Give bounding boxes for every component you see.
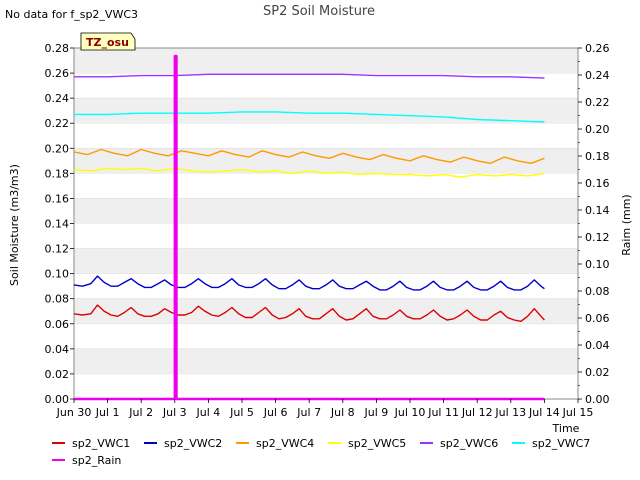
grid-band <box>74 98 578 124</box>
x-tick-label: Jul 8 <box>330 406 355 419</box>
y2-tick-label: 0.02 <box>585 366 610 379</box>
series-line-sp2_VWC7 <box>74 111 545 123</box>
no-data-note: No data for f_sp2_VWC3 <box>5 8 138 21</box>
x-tick-label: Jul 10 <box>394 406 426 419</box>
y-tick-label: 0.22 <box>45 117 70 130</box>
y2-tick-label: 0.00 <box>585 393 610 406</box>
x-tick-label: Jul 1 <box>95 406 120 419</box>
legend: sp2_VWC1 sp2_VWC2 sp2_VWC4 sp2_VWC5 sp2_VWC6… <box>52 437 590 467</box>
y-axis-left: 0.00 0.02 0.04 0.06 0.08 0.10 0.12 0.14 0.16 0.18… <box>45 42 74 406</box>
legend-label-sp2_VWC5: sp2_VWC5 <box>348 437 406 450</box>
y-tick-label: 0.24 <box>45 92 70 105</box>
y2-tick-label: 0.16 <box>585 177 610 190</box>
series-line-sp2_Rain <box>74 54 545 401</box>
y2-tick-label: 0.14 <box>585 204 610 217</box>
x-tick-label: Jul 5 <box>229 406 254 419</box>
y2-tick-label: 0.04 <box>585 339 610 352</box>
y-tick-label: 0.08 <box>45 293 70 306</box>
series-line-sp2_VWC1 <box>73 304 545 322</box>
chart-title: SP2 Soil Moisture <box>263 4 375 19</box>
y-tick-label: 0.12 <box>45 243 70 256</box>
y2-axis-title: Raim (mm) <box>620 194 633 255</box>
x-axis-title: Time <box>552 422 580 435</box>
grid-band <box>74 248 578 274</box>
y-tick-label: 0.10 <box>45 268 70 281</box>
x-tick-label: Jul 6 <box>263 406 288 419</box>
x-tick-label: Jul 15 <box>562 406 594 419</box>
x-tick-label: Jun 30 <box>56 406 92 419</box>
x-tick-label: Jul 11 <box>427 406 459 419</box>
x-tick-label: Jul 9 <box>364 406 389 419</box>
x-tick-label: Jul 7 <box>296 406 321 419</box>
x-tick-label: Jul 3 <box>162 406 187 419</box>
y-tick-label: 0.20 <box>45 142 70 155</box>
grid-band <box>74 298 578 324</box>
y2-tick-label: 0.08 <box>585 285 610 298</box>
legend-label-sp2_VWC1: sp2_VWC1 <box>72 437 130 450</box>
x-tick-label: Jul 4 <box>196 406 221 419</box>
legend-label-sp2_VWC2: sp2_VWC2 <box>164 437 222 450</box>
grid-band <box>74 198 578 224</box>
y-tick-label: 0.04 <box>45 343 70 356</box>
plot-background-bands <box>74 47 578 399</box>
grid-band <box>74 48 578 74</box>
y-tick-label: 0.02 <box>45 368 70 381</box>
y2-tick-label: 0.20 <box>585 123 610 136</box>
y-tick-label: 0.06 <box>45 318 70 331</box>
site-tag-text: TZ_osu <box>86 36 129 49</box>
y2-tick-label: 0.06 <box>585 312 610 325</box>
y-tick-label: 0.14 <box>45 218 70 231</box>
legend-label-sp2_VWC4: sp2_VWC4 <box>256 437 314 450</box>
grid-band <box>74 148 578 174</box>
series-layer <box>73 54 545 401</box>
y-tick-label: 0.18 <box>45 167 70 180</box>
x-axis: Jun 30 Jul 1 Jul 2 Jul 3 Jul 4 Jul 5 Jul 6 Jul … <box>56 399 594 419</box>
y2-tick-label: 0.12 <box>585 231 610 244</box>
legend-label-sp2_Rain: sp2_Rain <box>72 454 121 467</box>
series-line-sp2_VWC6 <box>74 73 545 79</box>
site-tag: TZ_osu <box>80 32 136 51</box>
y-tick-label: 0.28 <box>45 42 70 55</box>
series-line-sp2_VWC5 <box>73 167 545 178</box>
legend-label-sp2_VWC7: sp2_VWC7 <box>532 437 590 450</box>
x-tick-label: Jul 2 <box>128 406 153 419</box>
site-tag-box <box>80 32 136 51</box>
y-tick-label: 0.16 <box>45 192 70 205</box>
y2-tick-label: 0.22 <box>585 96 610 109</box>
y-axis-right: 0.00 0.02 0.04 0.06 0.08 0.10 0.12 0.14 0.16 0.18… <box>578 42 610 406</box>
x-tick-label: Jul 12 <box>461 406 493 419</box>
y-axis-title: Soil Moisture (m3/m3) <box>8 164 21 286</box>
grid-band <box>74 348 578 374</box>
series-line-sp2_VWC4 <box>73 148 545 165</box>
x-tick-label: Jul 14 <box>528 406 560 419</box>
y-tick-label: 0.00 <box>45 393 70 406</box>
y-tick-label: 0.26 <box>45 67 70 80</box>
y2-tick-label: 0.26 <box>585 42 610 55</box>
y2-tick-label: 0.18 <box>585 150 610 163</box>
y2-tick-label: 0.24 <box>585 69 610 82</box>
x-tick-label: Jul 13 <box>494 406 526 419</box>
legend-label-sp2_VWC6: sp2_VWC6 <box>440 437 498 450</box>
y2-tick-label: 0.10 <box>585 258 610 271</box>
series-line-sp2_VWC2 <box>73 275 545 291</box>
